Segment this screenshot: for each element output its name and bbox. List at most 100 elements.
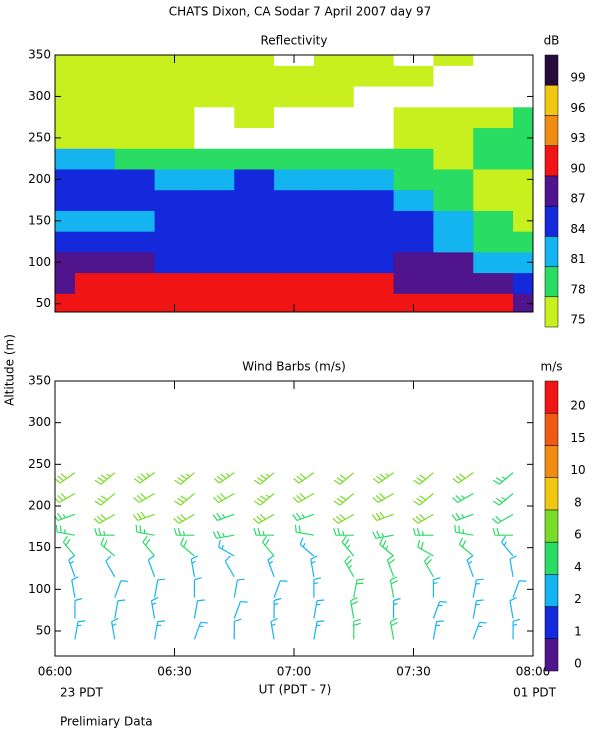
barb-feather (173, 528, 177, 536)
reflectivity-cell (234, 65, 275, 87)
reflectivity-cell (313, 86, 355, 108)
barb-half-feather (501, 497, 506, 501)
reflectivity-cell (74, 86, 116, 108)
barb-feather (353, 618, 361, 622)
reflectivity-cell (234, 251, 275, 274)
reflectivity-cell (274, 210, 315, 232)
wind-barb (105, 555, 116, 578)
barb-feather (296, 475, 303, 482)
reflectivity-cell (313, 210, 355, 232)
reflectivity-cell (353, 55, 395, 66)
reflectivity-cell (473, 65, 514, 87)
barb-feather (412, 528, 416, 536)
wind-barb (153, 578, 166, 598)
wind-barb (71, 576, 79, 598)
barb-feather (337, 528, 341, 536)
barb-feather (419, 495, 427, 501)
barb-feather (216, 512, 222, 520)
reflectivity-cell (74, 210, 116, 232)
barb-feather (97, 497, 105, 503)
wind-barb (114, 599, 126, 619)
barb-feather (65, 538, 71, 546)
reflectivity-cell (353, 168, 395, 191)
reflectivity-cell (74, 55, 116, 66)
reflectivity-cell (234, 231, 275, 253)
barb-feather (140, 473, 147, 479)
reflectivity-cell (393, 148, 434, 170)
y-tick-label: 200 (28, 499, 51, 513)
reflectivity-cell (353, 148, 395, 170)
reflectivity-cell (433, 189, 474, 211)
reflectivity-cell (74, 106, 116, 129)
barb-feather (509, 555, 517, 560)
reflectivity-cell (313, 65, 355, 87)
reflectivity-cell (154, 148, 195, 170)
barb-feather (77, 620, 86, 623)
reflectivity-cell (433, 127, 474, 149)
y-tick-label: 50 (36, 624, 51, 638)
barb-shaft (423, 560, 434, 578)
reflectivity-cell (473, 86, 514, 108)
barb-shaft (267, 559, 275, 578)
wind-barb (153, 620, 166, 640)
barb-shaft (71, 579, 76, 598)
barb-shaft (57, 531, 76, 536)
wind-barb (150, 597, 159, 619)
barb-feather (316, 599, 325, 602)
barb-feather (341, 535, 347, 543)
wind-barb (417, 539, 434, 557)
y-tick-label: 200 (28, 172, 51, 186)
wind-barb (114, 580, 129, 598)
barb-feather (296, 512, 302, 520)
reflectivity-cell (74, 148, 116, 170)
barb-feather (458, 537, 463, 545)
colorbar-swatch (544, 205, 559, 237)
barb-shaft (337, 513, 355, 524)
barb-shaft (459, 543, 474, 557)
barb-half-feather (221, 544, 224, 550)
wind-barb (253, 493, 275, 506)
barb-feather (412, 517, 419, 524)
reflectivity-cell (313, 293, 355, 312)
barb-shaft (466, 559, 474, 578)
barb-shaft (458, 472, 474, 484)
barb-half-feather (468, 560, 473, 565)
barb-feather (216, 495, 223, 501)
barb-half-feather (501, 476, 506, 480)
barb-shaft (190, 559, 196, 577)
reflectivity-cell (274, 106, 315, 129)
reflectivity-cell (55, 189, 76, 211)
reflectivity-cell (234, 272, 275, 294)
reflectivity-cell (433, 251, 474, 274)
barb-feather (177, 497, 185, 503)
wind-barb (212, 530, 235, 539)
colorbar-label: 90 (570, 161, 585, 175)
reflectivity-cell (154, 86, 195, 108)
barb-feather (495, 515, 502, 522)
y-tick-label: 350 (28, 48, 51, 62)
wind-barb (379, 537, 394, 557)
barb-feather (253, 479, 261, 485)
wind-barb (371, 511, 394, 522)
x-tick-label: 07:00 (277, 665, 312, 679)
barb-shaft (111, 621, 116, 640)
wind-barb (472, 578, 484, 598)
barb-feather (57, 495, 64, 501)
barb-feather (57, 512, 63, 520)
barb-feather (379, 493, 386, 499)
barb-half-feather (461, 495, 466, 499)
reflectivity-cell (433, 231, 474, 253)
barb-shaft (193, 600, 199, 619)
wind-barb (413, 472, 434, 485)
reflectivity-cell (513, 148, 533, 170)
reflectivity-cell (513, 251, 533, 274)
reflectivity-cell (313, 106, 355, 129)
wind-barb (372, 530, 394, 539)
reflectivity-cell (313, 55, 355, 66)
barb-shaft (218, 492, 235, 504)
barb-feather (135, 524, 138, 533)
barb-feather (492, 528, 496, 536)
barb-shaft (57, 513, 76, 522)
barb-feather (436, 620, 444, 623)
